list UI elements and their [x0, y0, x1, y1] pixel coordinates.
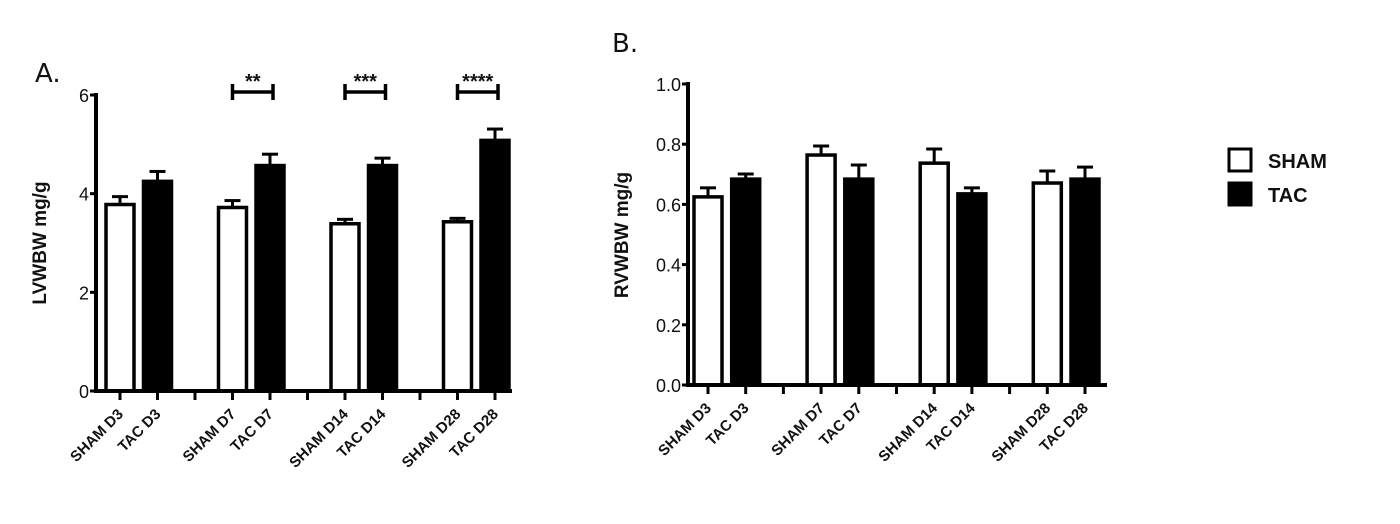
- bar-sham-d7: [805, 153, 837, 387]
- y-axis-title: LVWBW mg/g: [30, 181, 51, 304]
- y-axis-title: RVWBW mg/g: [612, 172, 633, 298]
- y-tick-label: 0.4: [656, 256, 681, 276]
- bar-sham-d7: [216, 205, 249, 393]
- significance-bracket: ***: [343, 71, 388, 100]
- significance-bracket: **: [230, 71, 275, 100]
- bar-sham-d3: [692, 195, 724, 387]
- x-tick-label: SHAM D7: [180, 406, 240, 466]
- bar-sham-d14: [918, 161, 950, 387]
- legend-swatch-sham: [1227, 147, 1253, 173]
- y-tick-label: 0.8: [656, 135, 681, 155]
- significance-bracket: ****: [455, 71, 500, 100]
- significance-stars: **: [245, 71, 261, 93]
- x-tick-label: TAC D7: [816, 400, 866, 450]
- y-tick-label: 4: [79, 185, 89, 205]
- y-tick-label: 0.0: [656, 376, 681, 396]
- bar-sham-d3: [104, 202, 136, 393]
- x-tick-label: SHAM D7: [768, 400, 828, 460]
- legend-swatch-tac: [1227, 181, 1253, 207]
- legend-label: TAC: [1268, 185, 1308, 207]
- panel-label: A.: [35, 59, 61, 89]
- bar-tac-d28: [1069, 177, 1101, 387]
- y-tick-label: 6: [79, 86, 89, 106]
- bar-sham-d28: [1031, 181, 1064, 387]
- y-tick-label: 0.6: [656, 195, 681, 215]
- bar-tac-d14: [366, 163, 399, 393]
- bar-tac-d3: [141, 179, 174, 393]
- y-tick-label: 2: [79, 283, 89, 303]
- bar-tac-d3: [729, 177, 762, 387]
- bar-tac-d7: [254, 163, 286, 393]
- significance-stars: ***: [354, 71, 378, 93]
- y-tick-label: 0: [79, 382, 89, 402]
- x-tick-label: SHAM D28: [399, 406, 465, 472]
- bar-tac-d7: [843, 177, 875, 387]
- x-tick-label: SHAM D14: [875, 399, 941, 465]
- y-tick-label: 0.2: [656, 316, 681, 336]
- y-tick-label: 1.0: [656, 75, 681, 95]
- panel-label: B.: [612, 29, 638, 59]
- x-tick-label: SHAM D14: [286, 405, 352, 471]
- significance-stars: ****: [462, 71, 493, 93]
- bar-tac-d28: [479, 138, 511, 393]
- x-tick-label: TAC D3: [703, 400, 753, 450]
- x-tick-label: SHAM D3: [67, 406, 127, 466]
- legend: SHAM TAC: [1227, 147, 1327, 207]
- bar-sham-d28: [441, 220, 474, 393]
- bar-tac-d14: [956, 192, 988, 387]
- legend-label: SHAM: [1268, 151, 1327, 173]
- x-tick-label: SHAM D28: [988, 400, 1054, 466]
- x-tick-label: SHAM D3: [655, 400, 715, 460]
- bar-sham-d14: [329, 222, 361, 393]
